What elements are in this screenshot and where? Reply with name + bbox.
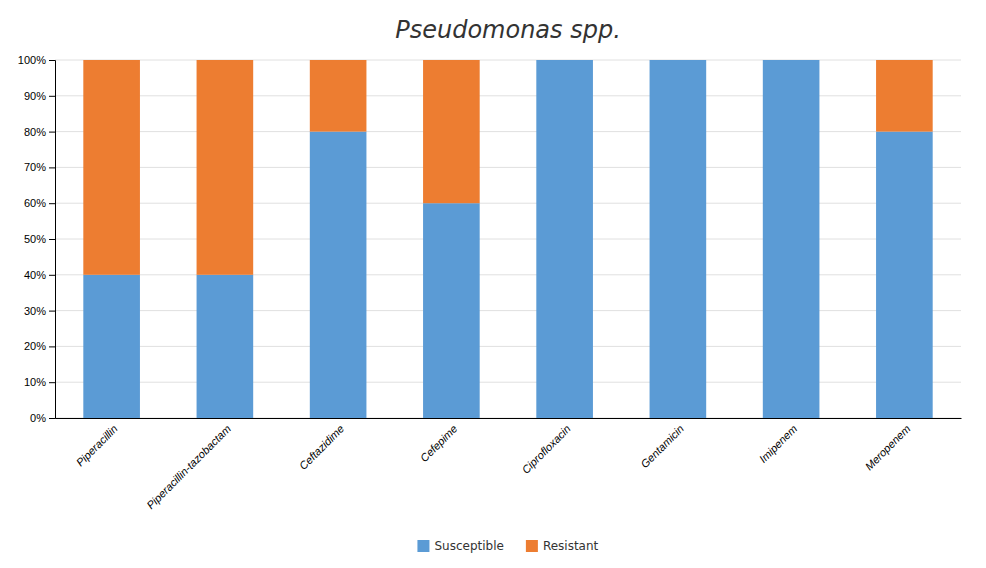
bar: [310, 132, 367, 418]
legend-label: Resistant: [543, 539, 599, 553]
x-tick: Meropenem: [863, 422, 913, 472]
x-tick-label: Cefepime: [418, 422, 460, 464]
bar: [83, 60, 140, 275]
plot: 0% 10% 20% 30% 40% 50% 60% 70% 80% 90% 100% Piperac…: [18, 54, 962, 511]
legend: Susceptible Resistant: [417, 539, 598, 553]
y-tick: 30%: [24, 305, 55, 317]
y-tick-mark: [49, 418, 55, 419]
bar: [876, 132, 933, 418]
y-tick: 100%: [18, 54, 55, 66]
x-tick-label: Imipenem: [757, 422, 800, 465]
x-tick: Imipenem: [757, 422, 800, 465]
grid-line: [55, 346, 961, 347]
grid-line: [55, 274, 961, 275]
legend-swatch: [417, 540, 429, 552]
x-tick: Piperacillin: [74, 422, 120, 468]
y-tick-label: 20%: [24, 340, 46, 352]
series: [83, 60, 932, 275]
bar: [423, 60, 480, 203]
y-tick-mark: [49, 60, 55, 61]
x-axis: Piperacillin Piperacillin-tazobactam Cefta…: [56, 419, 962, 512]
y-tick-mark: [49, 96, 55, 97]
y-tick-label: 70%: [24, 161, 46, 173]
title: Pseudomonas spp.: [395, 16, 621, 44]
bar: [650, 60, 707, 61]
y-tick-mark: [49, 346, 55, 347]
y-tick-label: 90%: [24, 90, 46, 102]
y-tick: 10%: [24, 376, 55, 388]
grid-line: [55, 167, 961, 168]
x-tick-label: Ciprofloxacin: [519, 422, 572, 475]
y-tick-label: 30%: [24, 305, 46, 317]
y-tick: 60%: [24, 197, 55, 209]
chart: 0% 10% 20% 30% 40% 50% 60% 70% 80% 90% 100% Piperac…: [0, 0, 986, 568]
y-tick-label: 60%: [24, 197, 46, 209]
y-tick-mark: [49, 203, 55, 204]
x-tick: Ceftazidime: [297, 422, 347, 472]
bar: [197, 60, 254, 275]
x-tick-label: Piperacillin: [74, 422, 120, 468]
y-tick: 70%: [24, 161, 55, 173]
y-tick-mark: [49, 167, 55, 168]
y-tick-mark: [49, 275, 55, 276]
y-tick-label: 10%: [24, 376, 46, 388]
x-tick: Cefepime: [418, 422, 460, 464]
legend-item: Susceptible: [417, 539, 503, 553]
bar: [763, 60, 820, 61]
series: [83, 60, 932, 418]
y-tick: 90%: [24, 90, 55, 102]
bar: [536, 60, 593, 418]
y-tick-label: 0%: [30, 412, 46, 424]
y-tick-mark: [49, 382, 55, 383]
grid: [55, 60, 961, 418]
legend-item: Resistant: [526, 539, 599, 553]
grid-line: [55, 239, 961, 240]
bar: [310, 60, 367, 132]
x-axis-line: [56, 418, 962, 419]
y-tick: 0%: [30, 412, 55, 424]
y-tick: 50%: [24, 233, 55, 245]
y-tick-mark: [49, 311, 55, 312]
x-tick-label: Ceftazidime: [297, 422, 347, 472]
grid-line: [55, 382, 961, 383]
y-axis: 0% 10% 20% 30% 40% 50% 60% 70% 80% 90% 100%: [18, 54, 56, 424]
y-tick-mark: [49, 132, 55, 133]
x-tick: Ciprofloxacin: [519, 422, 572, 475]
x-tick-label: Meropenem: [863, 422, 913, 472]
bar: [536, 60, 593, 61]
bars: [83, 60, 932, 418]
bar: [876, 60, 933, 132]
bar: [197, 275, 254, 418]
y-tick-label: 40%: [24, 269, 46, 281]
y-tick-mark: [49, 239, 55, 240]
grid-line: [55, 418, 961, 419]
y-tick-label: 50%: [24, 233, 46, 245]
x-tick: Gentamicin: [638, 422, 686, 470]
grid-line: [55, 203, 961, 204]
grid-line: [55, 310, 961, 311]
y-axis-line: [49, 61, 56, 419]
x-tick: Piperacillin-tazobactam: [144, 422, 233, 511]
grid-line: [55, 131, 961, 132]
y-tick: 80%: [24, 126, 55, 138]
grid-line: [55, 95, 961, 96]
grid-line: [55, 60, 961, 61]
y-tick: 20%: [24, 340, 55, 352]
y-tick: 40%: [24, 269, 55, 281]
bar: [83, 275, 140, 418]
x-tick-label: Piperacillin-tazobactam: [144, 422, 233, 511]
bar: [423, 203, 480, 418]
legend-swatch: [526, 540, 538, 552]
legend-label: Susceptible: [434, 539, 503, 553]
y-tick-label: 100%: [18, 54, 46, 66]
bar: [763, 60, 820, 418]
y-tick-label: 80%: [24, 126, 46, 138]
x-tick-label: Gentamicin: [638, 422, 686, 470]
bar: [650, 60, 707, 418]
